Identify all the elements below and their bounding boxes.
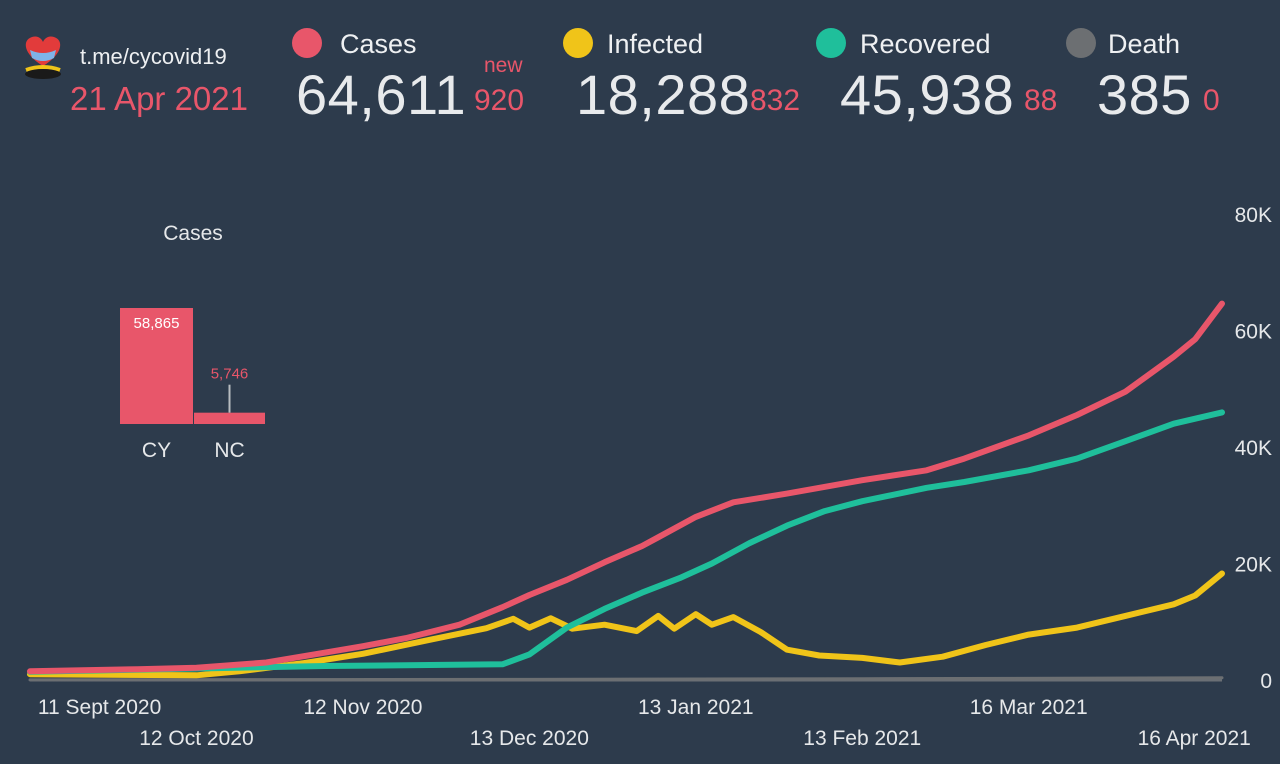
cases-label: Cases bbox=[340, 29, 417, 59]
y-tick-label: 80K bbox=[1235, 204, 1272, 227]
death-value: 385 bbox=[1097, 63, 1192, 126]
x-tick-label: 11 Sept 2020 bbox=[38, 696, 161, 719]
inset-bar-nc bbox=[194, 412, 265, 424]
inset-bar-cy bbox=[120, 308, 193, 424]
x-tick-label: 16 Apr 2021 bbox=[1138, 727, 1251, 750]
infected-label: Infected bbox=[607, 29, 704, 59]
death-label: Death bbox=[1108, 29, 1181, 59]
x-tick-label: 13 Feb 2021 bbox=[803, 727, 921, 750]
x-tick-label: 16 Mar 2021 bbox=[970, 696, 1088, 719]
y-tick-label: 60K bbox=[1235, 321, 1272, 344]
x-tick-label: 13 Jan 2021 bbox=[638, 696, 754, 719]
cases-new: 920 bbox=[474, 84, 525, 117]
recovered-dot-icon bbox=[816, 28, 846, 58]
series-line-infected bbox=[27, 570, 1225, 679]
inset-bar-value-label: 58,865 bbox=[134, 315, 180, 332]
infected-new: 832 bbox=[750, 84, 801, 117]
death-new: 0 bbox=[1203, 84, 1220, 117]
recovered-label: Recovered bbox=[860, 29, 991, 59]
inset-bar-label: NC bbox=[214, 439, 244, 462]
series-line-cases bbox=[27, 300, 1225, 675]
infected-value: 18,288 bbox=[576, 63, 751, 126]
cases-value: 64,611 bbox=[296, 63, 467, 126]
inset-bar-label: CY bbox=[142, 439, 171, 462]
recovered-new: 88 bbox=[1024, 84, 1058, 117]
x-tick-label: 12 Nov 2020 bbox=[303, 696, 422, 719]
y-tick-label: 40K bbox=[1235, 437, 1272, 460]
x-tick-label: 12 Oct 2020 bbox=[139, 727, 253, 750]
cyprus-heart-logo-icon bbox=[25, 36, 61, 79]
infected-dot-icon bbox=[563, 28, 593, 58]
x-tick-label: 13 Dec 2020 bbox=[470, 727, 589, 750]
y-tick-label: 0 bbox=[1260, 670, 1272, 693]
y-tick-label: 20K bbox=[1235, 554, 1272, 577]
recovered-value: 45,938 bbox=[840, 63, 1015, 126]
inset-bar-value-label: 5,746 bbox=[211, 366, 249, 383]
death-dot-icon bbox=[1066, 28, 1096, 58]
new-tag: new bbox=[484, 54, 523, 77]
series-line-recovered bbox=[27, 409, 1225, 675]
report-date: 21 Apr 2021 bbox=[70, 80, 248, 117]
series-line-death bbox=[28, 676, 1224, 682]
cases-dot-icon bbox=[292, 28, 322, 58]
inset-title: Cases bbox=[163, 222, 223, 245]
telegram-link[interactable]: t.me/cycovid19 bbox=[80, 44, 227, 69]
